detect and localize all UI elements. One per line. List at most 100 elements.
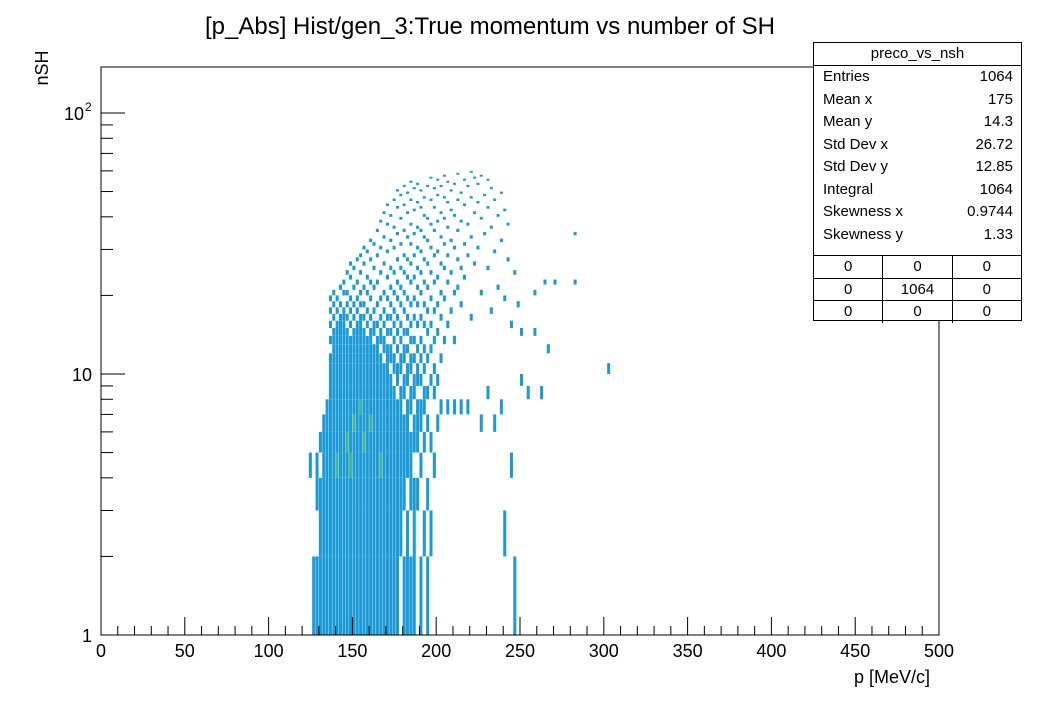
stats-label: Std Dev x (823, 135, 889, 153)
heatmap-cell (328, 414, 332, 432)
heatmap-cell (395, 231, 399, 236)
heatmap-cell (338, 414, 343, 432)
heatmap-cell (412, 431, 416, 453)
heatmap-cell (382, 320, 386, 329)
heatmap-cell (429, 510, 433, 557)
heatmap-cell (496, 284, 500, 290)
heatmap-cell (332, 431, 336, 453)
heatmap-cell (469, 170, 473, 173)
heatmap-cell (352, 353, 356, 364)
heatmap-cell (422, 196, 426, 199)
heatmap-cell (392, 320, 396, 329)
x-tick-label: 200 (421, 641, 451, 661)
heatmap-cell (335, 307, 339, 314)
heatmap-cell (355, 335, 359, 345)
heatmap-cell (379, 295, 383, 302)
heatmap-cell (409, 353, 413, 364)
heatmap-cell (416, 414, 420, 432)
heatmap-cell (365, 289, 369, 296)
heatmap-cell (385, 399, 389, 415)
heatmap-cell (436, 328, 440, 336)
heatmap-cell (382, 373, 386, 386)
heatmap-cell (432, 279, 436, 285)
heatmap-cell (335, 295, 339, 302)
heatmap-cell (382, 399, 386, 415)
heatmap-cell (402, 328, 406, 336)
heatmap-cell (335, 477, 339, 511)
heatmap-cell (355, 385, 359, 400)
heatmap-cell (359, 477, 363, 511)
overflow-cell: 0 (982, 303, 991, 320)
heatmap-cell (385, 452, 389, 478)
heatmap-cell (355, 320, 359, 329)
heatmap-cell (389, 373, 393, 386)
heatmap-cell (406, 510, 410, 557)
heatmap-cell (395, 257, 399, 262)
heatmap-cell (362, 452, 366, 478)
heatmap-cell (409, 320, 413, 329)
heatmap-cell (375, 363, 379, 374)
heatmap-cell (389, 477, 393, 511)
heatmap-cell (372, 373, 376, 386)
heatmap-cell (375, 320, 379, 329)
heatmap-cell (355, 295, 359, 302)
heatmap-cell (375, 510, 379, 557)
heatmap-cell (442, 196, 446, 199)
heatmap-cell (362, 261, 366, 266)
heatmap-cell (369, 335, 373, 345)
heatmap-cell (335, 414, 339, 432)
heatmap-cell (486, 206, 490, 209)
heatmap-cell (372, 265, 376, 271)
heatmap-cell (395, 452, 399, 478)
stats-label: Integral (823, 180, 874, 198)
heatmap-cell (439, 235, 443, 239)
heatmap-cell (422, 510, 426, 557)
heatmap-cell (342, 477, 346, 511)
heatmap-cell (372, 556, 376, 635)
heatmap-cell (372, 477, 376, 511)
heatmap-cell (493, 198, 497, 201)
y-tick-label: 10 (72, 365, 92, 385)
plot-frame (100, 66, 940, 636)
heatmap-cell (359, 270, 363, 275)
heatmap-cell (375, 431, 379, 453)
heatmap-cell (389, 344, 393, 354)
y-tick-label: 10 (64, 104, 84, 124)
heatmap-cell (520, 373, 524, 386)
heatmap-cell (412, 353, 416, 364)
heatmap-cell (349, 373, 353, 386)
heatmap-cell (409, 261, 413, 266)
heatmap-cell (365, 320, 369, 329)
heatmap-cell (449, 307, 453, 314)
heatmap-cell (419, 206, 423, 209)
heatmap-cell (362, 301, 366, 308)
heatmap-cell (369, 414, 373, 432)
x-tick-label: 400 (756, 641, 786, 661)
heatmap-cell (426, 556, 430, 635)
heatmap-cell (372, 328, 376, 336)
heatmap-cell (573, 279, 577, 285)
heatmap-cell (359, 556, 363, 635)
heatmap-cell (359, 373, 363, 386)
heatmap-cell (372, 320, 376, 329)
heatmap-cell (402, 556, 406, 635)
heatmap-cell (432, 452, 436, 478)
heatmap-cell (402, 414, 406, 432)
heatmap-cell (402, 307, 406, 314)
heatmap-cell (359, 320, 363, 329)
heatmap-cell (365, 363, 369, 374)
heatmap-cell (449, 208, 453, 212)
heatmap-cell (355, 510, 359, 557)
heatmap-cell (389, 353, 393, 364)
x-axis-label: p [MeV/c] (854, 667, 930, 687)
heatmap-cell (362, 477, 366, 511)
heatmap-cell (385, 477, 389, 511)
heatmap-cell (385, 510, 389, 557)
stats-box-rows: Entries 1064 Mean x 175 Mean y 14.3 Std … (814, 66, 1021, 246)
heatmap-cell (342, 452, 346, 478)
heatmap-cell (392, 270, 396, 275)
heatmap-cell (355, 414, 359, 432)
heatmap-cell (359, 363, 363, 374)
heatmap-cell (456, 228, 460, 232)
heatmap-cell (328, 373, 332, 386)
